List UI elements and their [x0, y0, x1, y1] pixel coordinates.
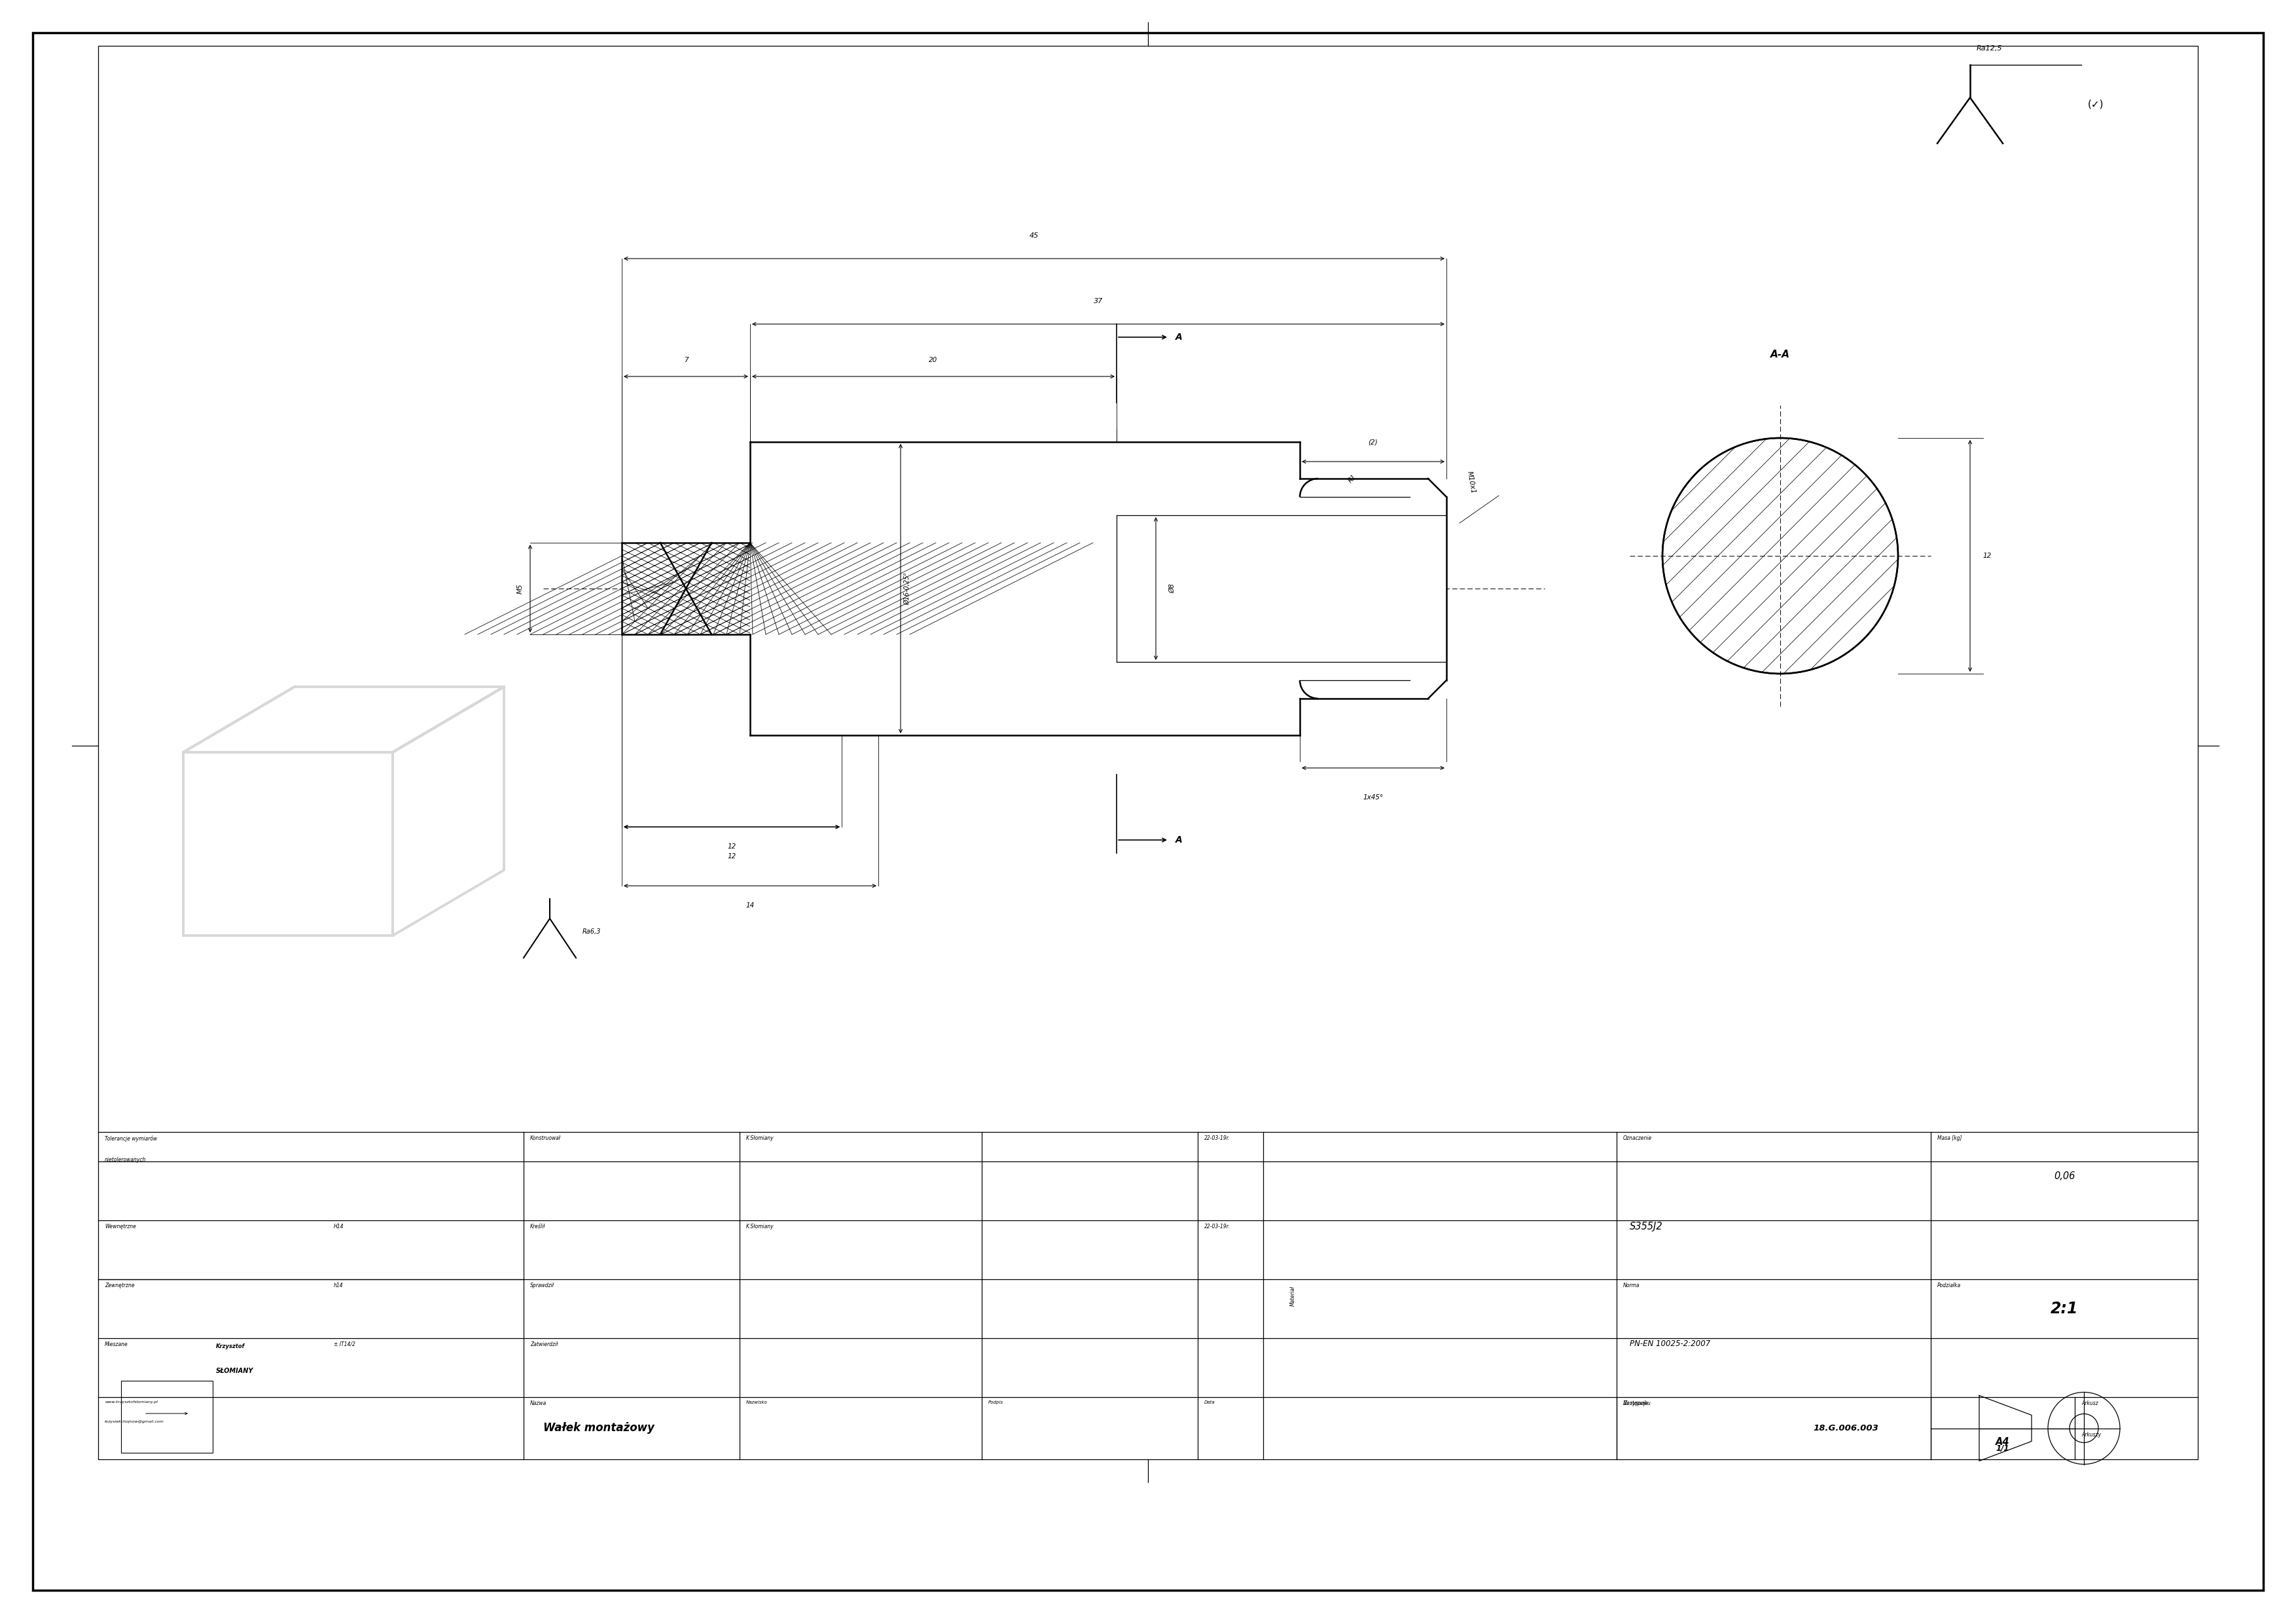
Text: Konstruował: Konstruował: [530, 1134, 560, 1141]
Text: ± IT14/2: ± IT14/2: [333, 1342, 356, 1347]
Text: Data: Data: [1205, 1401, 1215, 1404]
Text: Materiał: Materiał: [1290, 1285, 1295, 1307]
Text: 1x45°: 1x45°: [1364, 794, 1384, 800]
Text: Arkusz: Arkusz: [2080, 1401, 2099, 1406]
Text: Krzysztof: Krzysztof: [1084, 545, 1208, 566]
Text: H14: H14: [333, 1224, 344, 1230]
Text: 14: 14: [746, 902, 755, 909]
Text: Nr rysunku: Nr rysunku: [1623, 1401, 1651, 1406]
Bar: [99, 45, 2197, 1459]
Text: SŁOMIANY: SŁOMIANY: [216, 1368, 253, 1375]
Text: 45: 45: [1029, 232, 1038, 239]
Text: Tolerancje wymiarów: Tolerancje wymiarów: [106, 1134, 156, 1141]
Text: 12: 12: [728, 844, 737, 850]
Text: Masa [kg]: Masa [kg]: [1938, 1134, 1961, 1141]
Text: nietolerowanych: nietolerowanych: [106, 1157, 147, 1162]
Text: Sprawdził: Sprawdził: [530, 1282, 553, 1289]
Text: S355J2: S355J2: [1630, 1222, 1662, 1232]
Bar: [622, 542, 751, 635]
Text: A4: A4: [1995, 1436, 2009, 1446]
Text: Wałek montażowy: Wałek montażowy: [544, 1422, 654, 1435]
Circle shape: [1662, 438, 1899, 674]
Text: 22-03-19r.: 22-03-19r.: [1205, 1224, 1231, 1230]
Text: A-A: A-A: [1770, 349, 1791, 359]
Text: A: A: [1176, 333, 1182, 342]
Text: M5: M5: [517, 583, 523, 594]
Text: 12: 12: [728, 854, 737, 860]
Text: Nazwisko: Nazwisko: [746, 1401, 767, 1404]
Text: A: A: [1176, 836, 1182, 844]
Text: 22-03-19r.: 22-03-19r.: [1205, 1134, 1231, 1141]
Text: Ra6,3: Ra6,3: [583, 928, 602, 935]
Text: Oznaczenie: Oznaczenie: [1623, 1134, 1653, 1141]
Text: Kreślił: Kreślił: [530, 1224, 546, 1230]
Text: Ra12,5: Ra12,5: [1977, 45, 2002, 52]
Text: krzysiekchojnow@gmail.com: krzysiekchojnow@gmail.com: [106, 1420, 165, 1423]
Text: Podziałka: Podziałka: [1938, 1282, 1961, 1289]
Text: Nazwa: Nazwa: [530, 1401, 546, 1406]
Text: Zewnętrzne: Zewnętrzne: [106, 1282, 135, 1289]
Text: 18.G.006.003: 18.G.006.003: [1814, 1423, 1878, 1433]
Text: Ø16-0,25⁰: Ø16-0,25⁰: [905, 573, 912, 605]
Text: (✓): (✓): [2087, 99, 2103, 109]
Text: Arkuszy: Arkuszy: [2080, 1431, 2101, 1438]
Text: Norma: Norma: [1623, 1282, 1639, 1289]
Text: Zatwierdził: Zatwierdził: [530, 1342, 558, 1347]
Bar: [622, 542, 751, 635]
Text: K.Słomiany: K.Słomiany: [746, 1134, 774, 1141]
Text: 12: 12: [1984, 552, 1993, 558]
Text: 0,06: 0,06: [2053, 1172, 2076, 1182]
Text: 7: 7: [684, 357, 689, 364]
Text: www.krzysztofsłomiany.pl: www.krzysztofsłomiany.pl: [106, 1401, 158, 1404]
Text: R1: R1: [1348, 474, 1357, 484]
Polygon shape: [622, 542, 751, 635]
Text: 1/1: 1/1: [1995, 1444, 2009, 1453]
Text: Krzysztof: Krzysztof: [216, 1344, 246, 1349]
Text: M10x1: M10x1: [1467, 471, 1476, 495]
Text: 37: 37: [1093, 299, 1102, 305]
Text: 2:1: 2:1: [2050, 1302, 2078, 1316]
Text: Mieszane: Mieszane: [106, 1342, 129, 1347]
Text: PN-EN 10025-2:2007: PN-EN 10025-2:2007: [1630, 1339, 1711, 1349]
Text: Ø8: Ø8: [1169, 584, 1176, 594]
Text: h14: h14: [333, 1282, 344, 1289]
Text: Zastępuje: Zastępuje: [1623, 1401, 1649, 1406]
Text: SŁOMIANY: SŁOMIANY: [1006, 631, 1283, 677]
Text: Wewnętrzne: Wewnętrzne: [106, 1224, 135, 1230]
Text: Podpis: Podpis: [987, 1401, 1003, 1404]
Text: 20: 20: [930, 357, 937, 364]
Text: (2): (2): [1368, 438, 1378, 445]
Text: K.Słomiany: K.Słomiany: [746, 1224, 774, 1230]
Polygon shape: [622, 441, 1446, 735]
